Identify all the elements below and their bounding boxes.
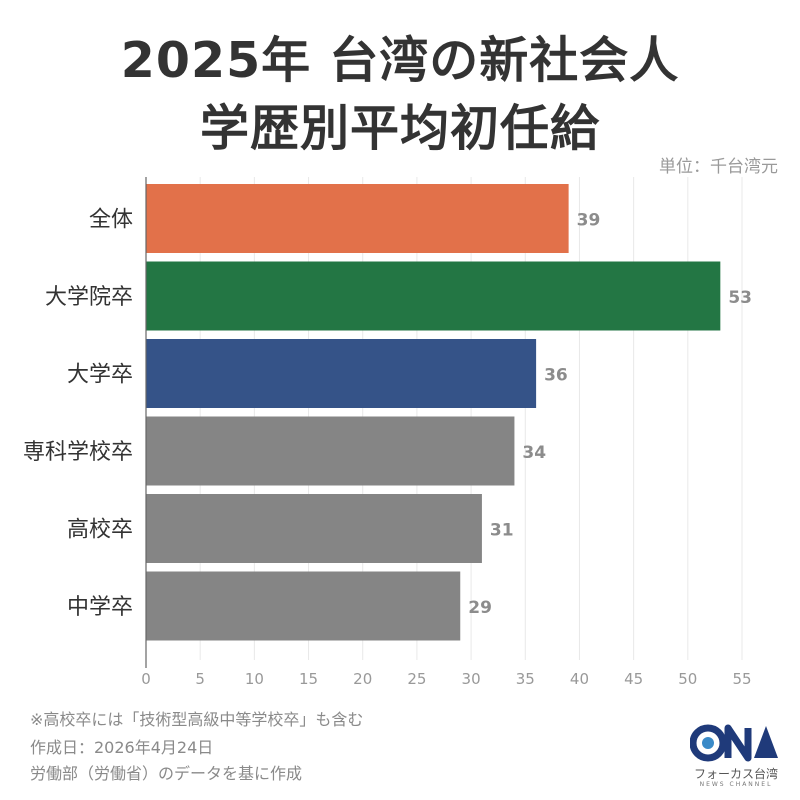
cna-logo-icon (690, 724, 778, 762)
x-tick-label: 35 (516, 670, 535, 688)
x-tick-label: 0 (141, 670, 151, 688)
x-tick-label: 20 (353, 670, 372, 688)
category-label: 高校卒 (67, 518, 133, 543)
bar-4 (146, 494, 482, 563)
x-tick-label: 40 (570, 670, 589, 688)
x-tick-label: 45 (624, 670, 643, 688)
category-label: 大学院卒 (45, 285, 133, 310)
bar-3 (146, 416, 515, 486)
bar-2 (146, 339, 537, 408)
value-label: 39 (577, 211, 601, 231)
x-tick-label: 10 (245, 670, 264, 688)
x-tick-label: 30 (462, 670, 481, 688)
value-label: 53 (728, 288, 752, 308)
x-tick-label: 5 (195, 670, 205, 688)
value-label: 29 (468, 598, 492, 618)
chart-title-line2: 学歴別平均初任給 (199, 100, 600, 157)
logo-subtitle: NEWS CHANNEL (699, 781, 773, 788)
footnote-note: ※高校卒には「技術型高級中等学校卒」も含む (30, 710, 364, 729)
unit-label: 単位：千台湾元 (659, 157, 778, 177)
category-label: 大学卒 (67, 363, 133, 388)
logo-name: フォーカス台湾 (693, 767, 778, 781)
category-label: 全体 (89, 208, 133, 233)
bar-5 (146, 571, 461, 641)
bar-1 (146, 261, 721, 331)
x-tick-label: 15 (299, 670, 318, 688)
footnote-source: 労働部（労働省）のデータを基に作成 (30, 764, 303, 783)
category-label: 中学卒 (67, 595, 133, 620)
footnote-date: 作成日：2026年4月24日 (30, 738, 214, 757)
value-label: 34 (522, 443, 546, 463)
value-label: 36 (544, 366, 568, 386)
bar-0 (146, 184, 569, 253)
x-tick-label: 25 (407, 670, 426, 688)
category-label: 専科学校卒 (23, 440, 133, 465)
x-tick-label: 55 (732, 670, 751, 688)
value-label: 31 (490, 521, 514, 541)
x-tick-label: 50 (678, 670, 697, 688)
bar-chart: 0 5 10 15 20 25 30 35 40 45 50 55 全体 39 大学院卒 53 大学卒 36 専科学… (23, 177, 752, 688)
chart-title-line1: 2025年 台湾の新社会人 (120, 32, 680, 89)
